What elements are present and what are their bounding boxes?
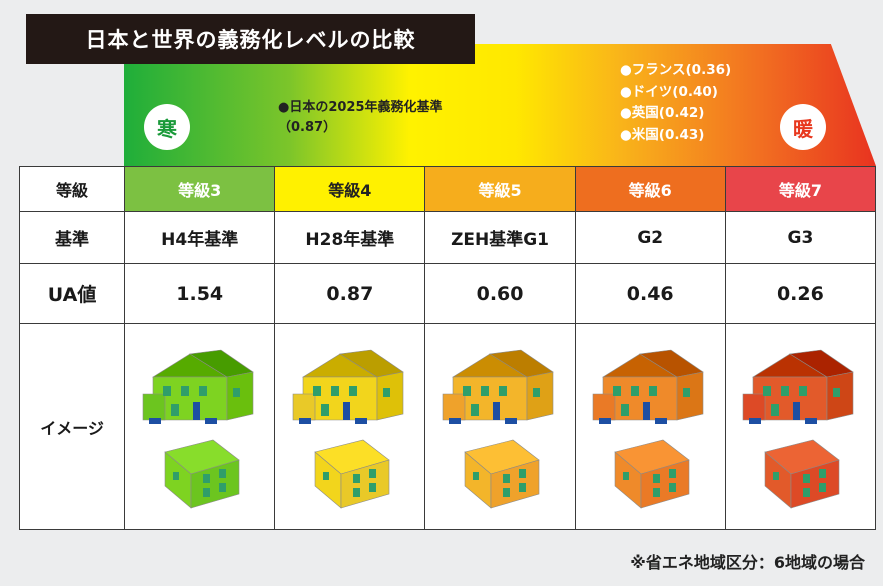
house-image-cell bbox=[274, 323, 426, 530]
cold-badge: 寒 bbox=[144, 104, 190, 150]
standard-cell: ZEH基準G1 bbox=[424, 211, 576, 264]
comparison-table: 等級 等級3 等級4 等級5 等級6 等級7 基準 H4年基準 H28年基準 Z… bbox=[18, 166, 877, 530]
ua-cell: 0.46 bbox=[574, 263, 726, 324]
row-header-standard: 基準 bbox=[18, 211, 126, 264]
house-image-cell bbox=[724, 323, 877, 530]
house-thermal-icon bbox=[743, 349, 855, 509]
row-header-image: イメージ bbox=[18, 323, 126, 530]
japan-note-line1: ●日本の2025年義務化基準 bbox=[278, 100, 443, 115]
japan-note-line2: （0.87） bbox=[278, 120, 337, 135]
ua-cell: 1.54 bbox=[124, 263, 276, 324]
grade-cell-4: 等級4 bbox=[274, 166, 426, 212]
japan-standard-note: ●日本の2025年義務化基準 （0.87） bbox=[278, 98, 443, 138]
ua-cell: 0.87 bbox=[274, 263, 426, 324]
intl-standards-note: ●フランス(0.36) ●ドイツ(0.40) ●英国(0.42) ●米国(0.4… bbox=[620, 60, 731, 146]
standard-row: 基準 H4年基準 H28年基準 ZEH基準G1 G2 G3 bbox=[18, 211, 877, 264]
ua-cell: 0.26 bbox=[724, 263, 877, 324]
grade-cell-3: 等級3 bbox=[124, 166, 276, 212]
grade-cell-7: 等級7 bbox=[724, 166, 877, 212]
house-thermal-icon bbox=[142, 349, 254, 509]
house-thermal-icon bbox=[292, 349, 404, 509]
image-row: イメージ bbox=[18, 323, 877, 530]
standard-cell: G2 bbox=[574, 211, 726, 264]
standard-cell: G3 bbox=[724, 211, 877, 264]
intl-note-us: ●米国(0.43) bbox=[620, 126, 705, 143]
house-thermal-icon bbox=[592, 349, 704, 509]
row-header-grade: 等級 bbox=[18, 166, 126, 212]
house-image-cell bbox=[424, 323, 576, 530]
intl-note-france: ●フランス(0.36) bbox=[620, 62, 732, 78]
grade-cell-5: 等級5 bbox=[424, 166, 576, 212]
standard-cell: H28年基準 bbox=[274, 211, 426, 264]
house-image-cell bbox=[124, 323, 276, 530]
climate-gradient-band bbox=[124, 44, 876, 166]
intl-note-germany: ●ドイツ(0.40) bbox=[620, 83, 718, 100]
intl-note-uk: ●英国(0.42) bbox=[620, 105, 705, 121]
grade-cell-6: 等級6 bbox=[574, 166, 726, 212]
standard-cell: H4年基準 bbox=[124, 211, 276, 264]
warm-badge: 暖 bbox=[780, 104, 826, 150]
page-title: 日本と世界の義務化レベルの比較 bbox=[26, 14, 475, 64]
house-thermal-icon bbox=[442, 349, 554, 509]
row-header-ua: UA値 bbox=[18, 263, 126, 324]
ua-cell: 0.60 bbox=[424, 263, 576, 324]
footnote: ※省エネ地域区分：6地域の場合 bbox=[630, 553, 865, 572]
grade-row: 等級 等級3 等級4 等級5 等級6 等級7 bbox=[18, 166, 877, 212]
house-image-cell bbox=[574, 323, 726, 530]
ua-row: UA値 1.54 0.87 0.60 0.46 0.26 bbox=[18, 263, 877, 324]
